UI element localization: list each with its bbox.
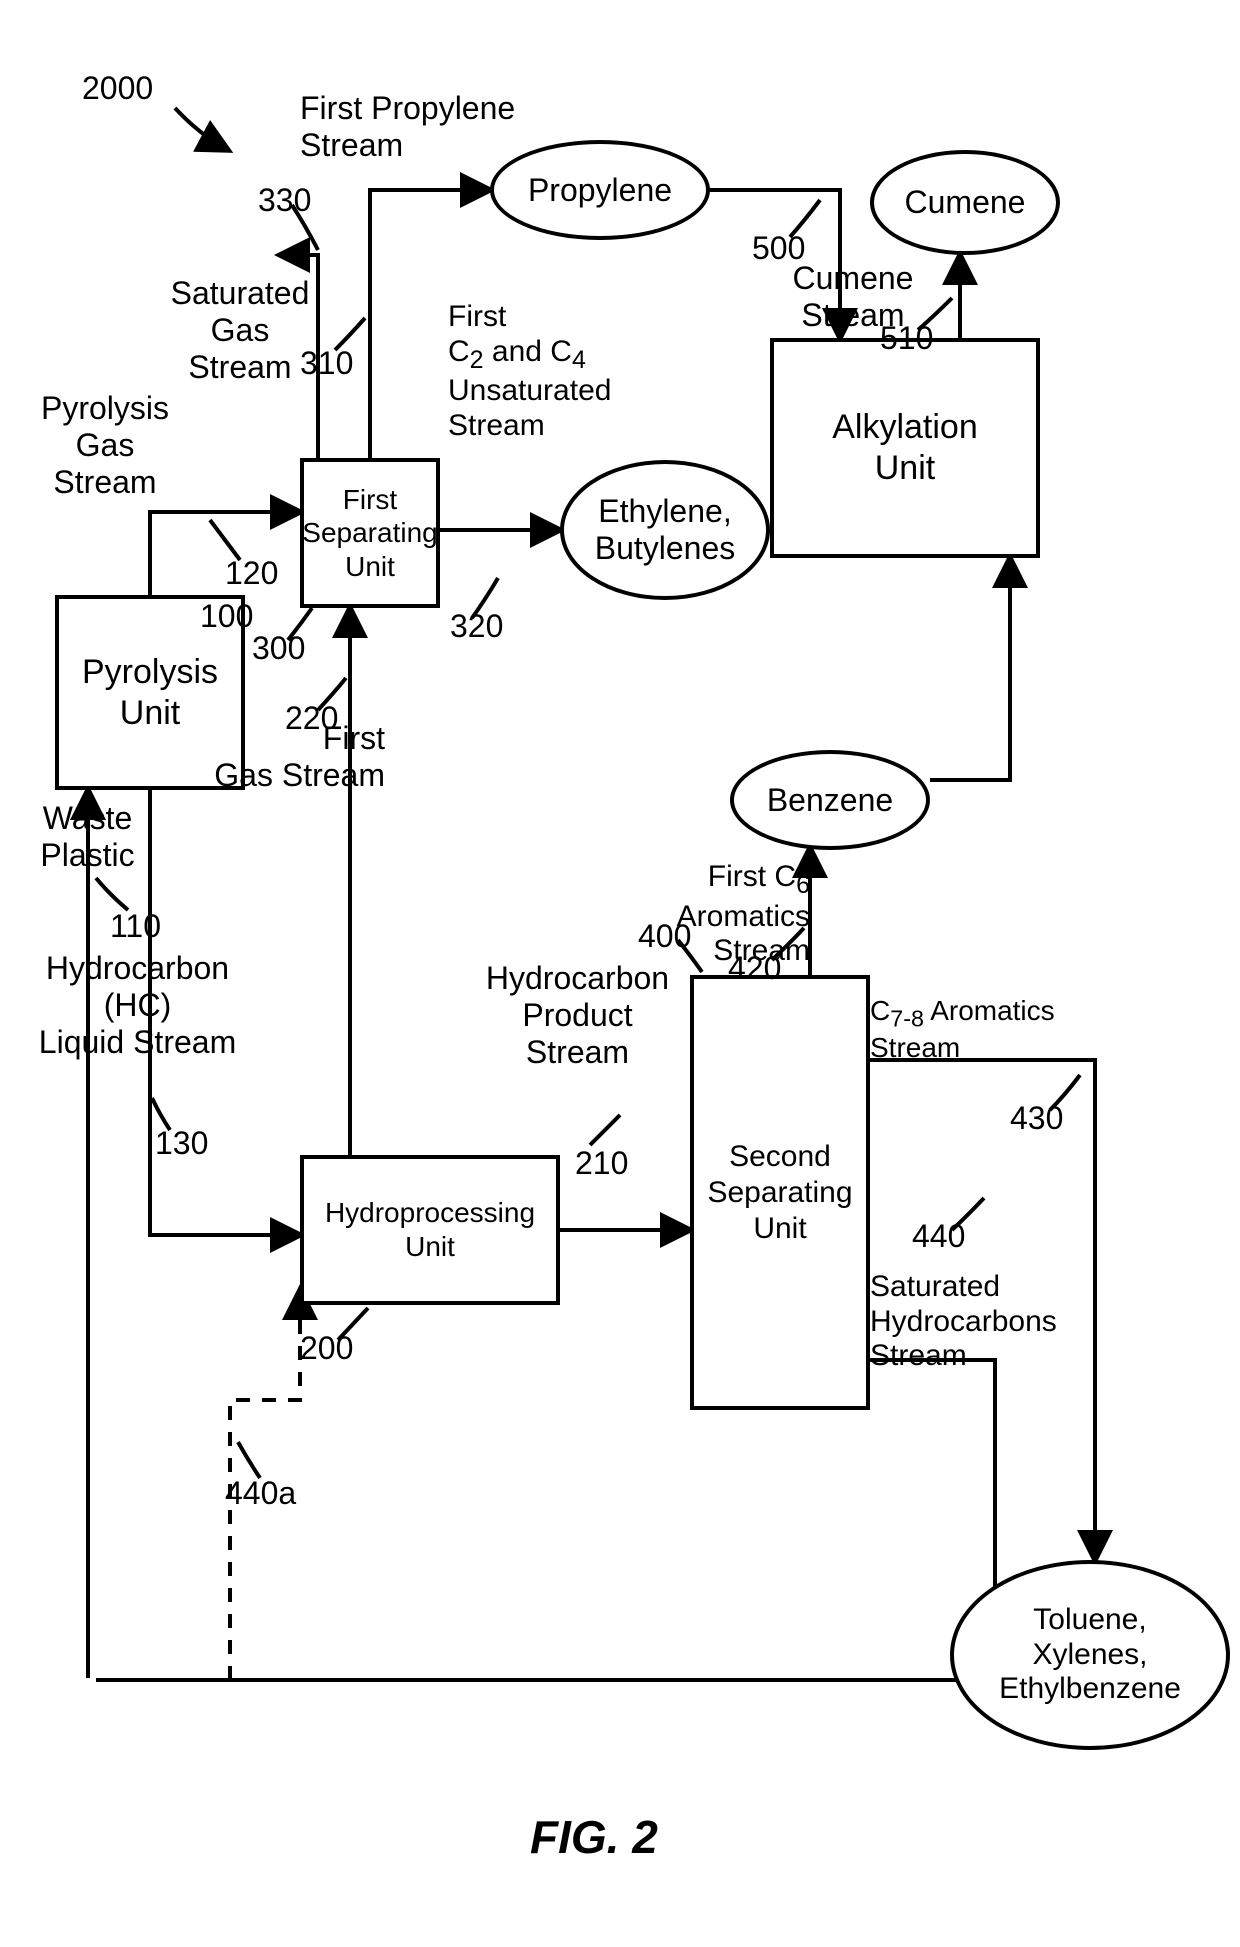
alkylation-unit-label: AlkylationUnit <box>832 407 978 489</box>
hydroprocessing-unit-label: HydroprocessingUnit <box>325 1196 535 1263</box>
ref-210: 210 <box>575 1145 628 1182</box>
ref-320: 320 <box>450 608 503 645</box>
pyrolysis-gas-stream-label: PyrolysisGasStream <box>30 390 180 500</box>
ethylene-butylenes-ellipse: Ethylene,Butylenes <box>560 460 770 600</box>
figure-caption: FIG. 2 <box>530 1810 658 1864</box>
toluene-xylenes-ellipse: Toluene,Xylenes,Ethylbenzene <box>950 1560 1230 1750</box>
sat-hc-stream-label: SaturatedHydrocarbonsStream <box>870 1270 1100 1374</box>
ethylene-butylenes-label: Ethylene,Butylenes <box>595 493 736 567</box>
hc-product-stream-label: HydrocarbonProductStream <box>470 960 685 1070</box>
ref-330: 330 <box>258 182 311 219</box>
hc-liquid-stream-label: Hydrocarbon(HC)Liquid Stream <box>30 950 245 1060</box>
propylene-label: Propylene <box>528 172 672 209</box>
toluene-xylenes-label: Toluene,Xylenes,Ethylbenzene <box>999 1603 1181 1707</box>
ref-130: 130 <box>155 1125 208 1162</box>
second-separating-unit-label: SecondSeparatingUnit <box>707 1139 852 1247</box>
ref-100: 100 <box>200 598 253 635</box>
ref-200: 200 <box>300 1330 353 1367</box>
diagram-id: 2000 <box>82 70 153 107</box>
benzene-label: Benzene <box>767 782 893 819</box>
waste-plastic-label: WastePlastic <box>30 800 145 874</box>
first-separating-unit-box: FirstSeparatingUnit <box>300 458 440 608</box>
first-propylene-stream-label: First PropyleneStream <box>300 90 540 164</box>
second-separating-unit-box: SecondSeparatingUnit <box>690 975 870 1410</box>
ref-400: 400 <box>638 918 691 955</box>
hydroprocessing-unit-box: HydroprocessingUnit <box>300 1155 560 1305</box>
first-separating-unit-label: FirstSeparatingUnit <box>302 483 437 584</box>
ref-440: 440 <box>912 1218 965 1255</box>
ref-110: 110 <box>110 908 161 945</box>
c78-aromatics-label: C7-8 Aromatics Stream <box>870 995 1080 1065</box>
ref-440a: 440a <box>225 1475 296 1512</box>
cumene-label: Cumene <box>905 184 1026 221</box>
ref-300: 300 <box>252 630 305 667</box>
ref-420: 420 <box>728 950 781 987</box>
benzene-ellipse: Benzene <box>730 750 930 850</box>
c2-c4-unsat-stream-label: FirstC2 and C4UnsaturatedStream <box>448 300 638 443</box>
ref-500: 500 <box>752 230 805 267</box>
cumene-ellipse: Cumene <box>870 150 1060 255</box>
ref-120: 120 <box>225 555 278 592</box>
ref-510: 510 <box>880 320 933 357</box>
ref-220: 220 <box>285 700 338 737</box>
ref-310: 310 <box>300 345 353 382</box>
saturated-gas-stream-label: SaturatedGasStream <box>165 275 315 385</box>
diagram-canvas: 2000 PyrolysisUnit FirstSeparatingUnit H… <box>0 0 1240 1947</box>
ref-430: 430 <box>1010 1100 1063 1137</box>
alkylation-unit-box: AlkylationUnit <box>770 338 1040 558</box>
